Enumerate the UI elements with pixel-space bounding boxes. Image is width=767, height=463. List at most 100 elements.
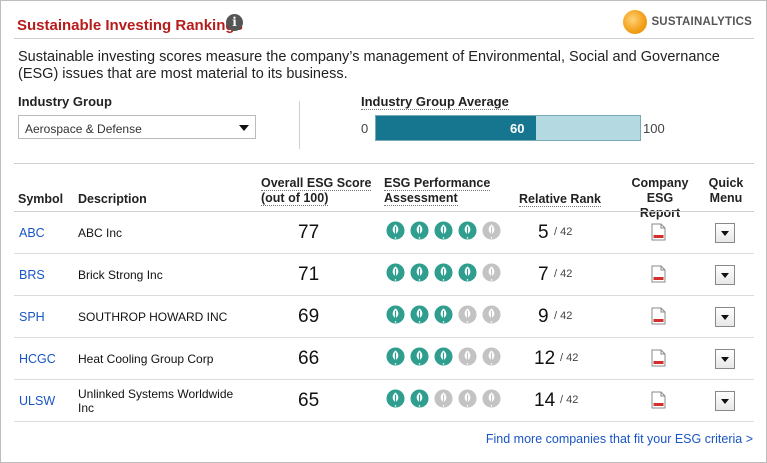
info-icon[interactable]: i bbox=[226, 14, 243, 31]
brand-name: SUSTAINALYTICS bbox=[651, 16, 752, 28]
leaf-filled-icon bbox=[410, 263, 429, 287]
esg-score: 77 bbox=[298, 222, 320, 243]
leaf-filled-icon bbox=[410, 221, 429, 245]
leaf-filled-icon bbox=[386, 221, 405, 245]
esg-performance-rating bbox=[386, 221, 501, 245]
quick-menu-button[interactable] bbox=[715, 223, 735, 243]
col-overall-score[interactable]: Overall ESG Score (out of 100) bbox=[261, 176, 372, 206]
bar-max-label: 100 bbox=[643, 121, 665, 136]
table-row: ABC ABC Inc 77 5 / 42 bbox=[14, 212, 754, 254]
symbol-link[interactable]: ULSW bbox=[19, 394, 56, 408]
table-row: BRS Brick Strong Inc 71 7 / 42 bbox=[14, 254, 754, 296]
leaf-filled-icon bbox=[410, 347, 429, 371]
section-divider bbox=[14, 163, 754, 164]
col-esg-report: Company ESG Report bbox=[625, 176, 695, 221]
col-overall-line1: Overall ESG Score bbox=[261, 176, 372, 191]
quick-menu-button[interactable] bbox=[715, 391, 735, 411]
pdf-report-icon[interactable] bbox=[651, 223, 666, 241]
leaf-filled-icon bbox=[434, 305, 453, 329]
col-performance-line2: Assessment bbox=[384, 191, 458, 206]
leaf-filled-icon bbox=[434, 221, 453, 245]
panel-title: Sustainable Investing Rankings bbox=[17, 17, 243, 34]
company-description: Brick Strong Inc bbox=[78, 268, 163, 282]
pdf-report-icon[interactable] bbox=[651, 265, 666, 283]
chevron-down-icon bbox=[239, 125, 249, 131]
col-report-line2: ESG Report bbox=[639, 191, 681, 220]
col-performance[interactable]: ESG Performance Assessment bbox=[384, 176, 491, 206]
industry-group-label: Industry Group bbox=[18, 94, 112, 109]
col-menu-line2: Menu bbox=[709, 191, 743, 205]
bar-min-label: 0 bbox=[361, 121, 369, 136]
leaf-empty-icon bbox=[482, 389, 501, 413]
col-overall-line2: (out of 100) bbox=[261, 191, 329, 206]
leaf-empty-icon bbox=[482, 347, 501, 371]
leaf-empty-icon bbox=[434, 389, 453, 413]
esg-score: 71 bbox=[298, 264, 320, 285]
leaf-filled-icon bbox=[458, 263, 477, 287]
rank-total: / 42 bbox=[560, 394, 579, 406]
col-report-line1: Company bbox=[631, 176, 689, 190]
pdf-report-icon[interactable] bbox=[651, 307, 666, 325]
leaf-empty-icon bbox=[458, 347, 477, 371]
company-description: Unlinked Systems Worldwide Inc bbox=[78, 387, 234, 415]
col-menu-line1: Quick bbox=[708, 176, 744, 190]
col-performance-line1: ESG Performance bbox=[384, 176, 491, 191]
industry-average-label: Industry Group Average bbox=[361, 94, 509, 110]
leaf-filled-icon bbox=[386, 347, 405, 371]
relative-rank: 12 bbox=[534, 348, 556, 369]
table-row: SPH SOUTHROP HOWARD INC 69 9 / 42 bbox=[14, 296, 754, 338]
find-more-link[interactable]: Find more companies that fit your ESG cr… bbox=[485, 432, 753, 446]
industry-group-value: Aerospace & Defense bbox=[25, 122, 142, 136]
quick-menu-button[interactable] bbox=[715, 307, 735, 327]
leaf-empty-icon bbox=[482, 305, 501, 329]
table-row: HCGC Heat Cooling Group Corp 66 12 / 42 bbox=[14, 338, 754, 380]
industry-group-select[interactable]: Aerospace & Defense bbox=[18, 115, 256, 139]
rank-total: / 42 bbox=[554, 310, 573, 322]
quick-menu-button[interactable] bbox=[715, 349, 735, 369]
industry-average-bar: 60 bbox=[375, 115, 641, 141]
pdf-report-icon[interactable] bbox=[651, 349, 666, 367]
pdf-report-icon[interactable] bbox=[651, 391, 666, 409]
leaf-filled-icon bbox=[434, 347, 453, 371]
industry-average-value: 60 bbox=[510, 121, 525, 136]
symbol-link[interactable]: SPH bbox=[19, 310, 45, 324]
panel-header: Sustainable Investing Rankings i SUSTAIN… bbox=[14, 9, 754, 39]
rank-total: / 42 bbox=[554, 226, 573, 238]
leaf-filled-icon bbox=[386, 263, 405, 287]
header-divider bbox=[14, 211, 754, 212]
relative-rank: 9 bbox=[538, 306, 549, 327]
leaf-filled-icon bbox=[386, 389, 405, 413]
leaf-filled-icon bbox=[410, 389, 429, 413]
col-quick-menu: Quick Menu bbox=[706, 176, 746, 206]
leaf-empty-icon bbox=[458, 305, 477, 329]
symbol-link[interactable]: HCGC bbox=[19, 352, 56, 366]
rank-total: / 42 bbox=[554, 268, 573, 280]
leaf-empty-icon bbox=[458, 389, 477, 413]
sustainalytics-logo: SUSTAINALYTICS bbox=[623, 9, 752, 35]
company-description: ABC Inc bbox=[78, 226, 123, 240]
esg-score: 65 bbox=[298, 390, 320, 411]
esg-performance-rating bbox=[386, 347, 501, 371]
relative-rank: 14 bbox=[534, 390, 556, 411]
col-description: Description bbox=[78, 192, 147, 206]
col-relative-rank[interactable]: Relative Rank bbox=[519, 192, 601, 207]
col-symbol: Symbol bbox=[18, 192, 64, 206]
company-description: SOUTHROP HOWARD INC bbox=[78, 310, 228, 324]
symbol-link[interactable]: BRS bbox=[19, 268, 45, 282]
leaf-filled-icon bbox=[386, 305, 405, 329]
esg-score: 66 bbox=[298, 348, 320, 369]
industry-average-fill bbox=[376, 116, 536, 140]
col-rank-label: Relative Rank bbox=[519, 192, 601, 207]
esg-performance-rating bbox=[386, 305, 501, 329]
divider bbox=[299, 101, 300, 149]
sun-logo-icon bbox=[623, 10, 648, 34]
leaf-filled-icon bbox=[458, 221, 477, 245]
relative-rank: 5 bbox=[538, 222, 549, 243]
company-description: Heat Cooling Group Corp bbox=[78, 352, 214, 366]
leaf-filled-icon bbox=[434, 263, 453, 287]
quick-menu-button[interactable] bbox=[715, 265, 735, 285]
panel-description: Sustainable investing scores measure the… bbox=[18, 49, 720, 82]
symbol-link[interactable]: ABC bbox=[19, 226, 45, 240]
rank-total: / 42 bbox=[560, 352, 579, 364]
